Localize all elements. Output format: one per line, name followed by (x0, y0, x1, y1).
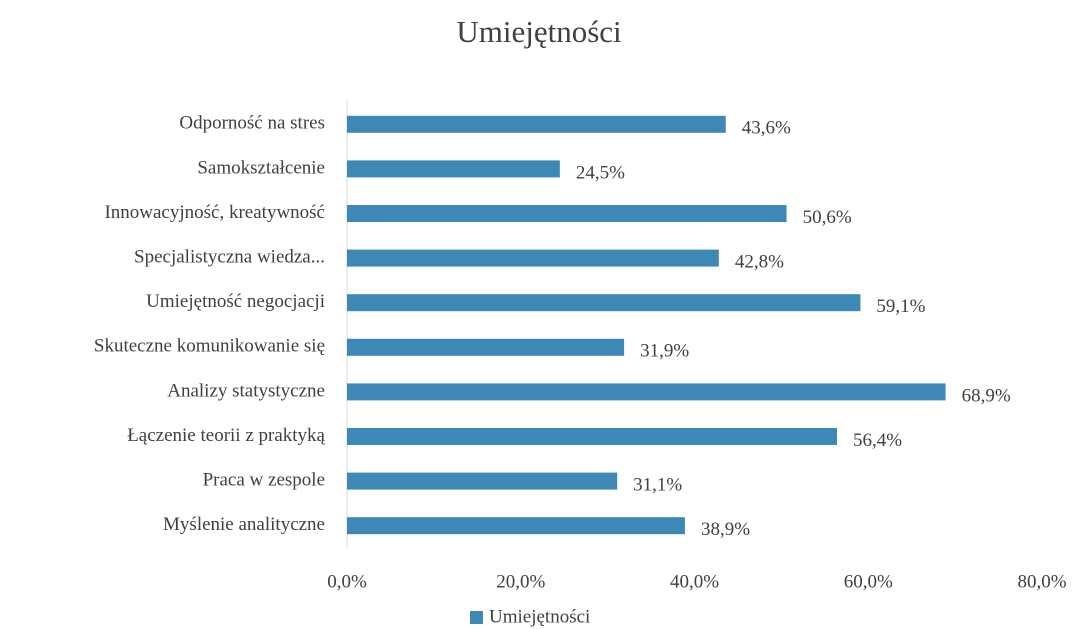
x-tick-label: 60,0% (844, 571, 893, 592)
y-tick-label: Innowacyjność, kreatywność (104, 202, 325, 223)
y-tick-label: Specjalistyczna wiedza... (134, 246, 325, 267)
x-tick-label: 80,0% (1017, 571, 1066, 592)
bar (347, 428, 837, 445)
legend-swatch (470, 611, 483, 624)
bar (347, 160, 560, 178)
x-tick-label: 0,0% (327, 571, 367, 592)
bar (347, 205, 787, 222)
data-label: 31,9% (640, 341, 689, 362)
data-label: 43,6% (742, 118, 791, 139)
x-tick-label: 40,0% (670, 571, 719, 592)
legend-label: Umiejętności (489, 606, 590, 627)
bar (347, 517, 685, 535)
data-label: 42,8% (735, 251, 784, 272)
data-label: 68,9% (962, 385, 1011, 406)
y-tick-label: Odporność na stres (179, 113, 325, 134)
y-tick-label: Praca w zespole (203, 469, 325, 490)
y-tick-label: Analizy statystyczne (167, 380, 325, 401)
y-tick-label: Skuteczne komunikowanie się (94, 336, 325, 357)
bar (347, 472, 618, 490)
data-label: 50,6% (803, 207, 852, 228)
data-label: 24,5% (576, 162, 625, 183)
data-label: 59,1% (876, 296, 925, 317)
bar (347, 249, 719, 267)
bar (347, 294, 861, 312)
chart-title: Umiejętności (456, 14, 622, 49)
data-label: 31,1% (633, 474, 682, 495)
bar (347, 383, 946, 401)
y-tick-label: Umiejętność negocjacji (146, 291, 325, 312)
x-tick-label: 20,0% (496, 571, 545, 592)
y-tick-label: Samokształcenie (197, 157, 325, 178)
data-label: 56,4% (853, 430, 902, 451)
y-tick-label: Łączenie teorii z praktyką (127, 425, 325, 446)
bar (347, 338, 625, 356)
bar (347, 115, 726, 133)
y-tick-label: Myślenie analityczne (163, 514, 325, 535)
data-label: 38,9% (701, 519, 750, 540)
